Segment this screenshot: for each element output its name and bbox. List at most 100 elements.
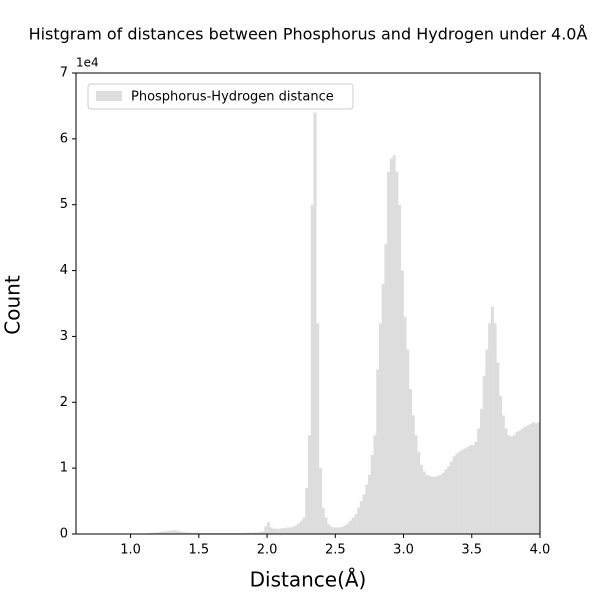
histogram-bar [332, 527, 336, 534]
histogram-bar [408, 389, 413, 534]
histogram-bar [275, 528, 279, 534]
histogram-bar [387, 171, 391, 535]
histogram-bar [512, 435, 516, 534]
y-tick-label: 5 [60, 197, 68, 212]
histogram-bar [509, 436, 514, 534]
histogram-bar [152, 532, 156, 534]
histogram-bar [430, 476, 434, 534]
histogram-bar [354, 514, 358, 534]
histogram-bar [425, 474, 429, 534]
histogram-bar [261, 531, 265, 534]
histogram-bar [384, 244, 388, 534]
histogram-bar [291, 526, 295, 534]
legend-swatch [96, 91, 122, 101]
histogram-bar [258, 532, 262, 534]
x-tick-label: 1.0 [120, 543, 141, 558]
histogram-bar [378, 323, 382, 534]
histogram-bar [357, 507, 361, 534]
histogram-bar [308, 435, 312, 534]
histogram-bar [419, 464, 423, 534]
chart-title: Histgram of distances between Phosphorus… [29, 25, 588, 44]
histogram-bar [250, 532, 254, 534]
x-tick-label: 4.0 [530, 543, 551, 558]
histogram-bar [253, 532, 257, 534]
histogram-bar [245, 532, 249, 534]
histogram-bar [523, 426, 527, 534]
histogram-bar [414, 435, 418, 534]
histogram-bar [185, 532, 189, 534]
histogram-bar [286, 527, 290, 534]
histogram-bar [321, 507, 325, 534]
histogram-bar [460, 449, 464, 534]
histogram-bar [365, 484, 369, 534]
histogram-bar [477, 428, 481, 534]
histogram-bar [507, 435, 511, 534]
histogram-bar [428, 476, 432, 534]
histogram-bar [297, 523, 301, 534]
histogram-bar [449, 461, 453, 534]
histogram-bar [496, 362, 500, 534]
y-tick-label: 1 [60, 461, 68, 476]
histogram-bar [452, 456, 456, 534]
histogram-bar [389, 158, 393, 534]
x-tick-label: 3.5 [461, 543, 482, 558]
histogram-bar [493, 323, 497, 534]
histogram-bar [417, 451, 421, 534]
y-tick-label: 7 [60, 66, 68, 81]
histogram-bar [163, 531, 167, 534]
x-axis-label: Distance(Å) [250, 568, 367, 592]
histogram-bar [518, 430, 522, 534]
histogram-bar [471, 445, 475, 534]
histogram-bar [520, 428, 524, 534]
histogram-bar [504, 428, 508, 534]
histogram-bar [160, 531, 164, 534]
histogram-bar [269, 527, 273, 534]
histogram-bar [299, 520, 303, 534]
x-tick-label: 2.0 [257, 543, 278, 558]
histogram-bar [463, 448, 467, 534]
histogram-bar [466, 447, 470, 534]
histogram-bar [171, 530, 175, 534]
histogram-bar [179, 531, 183, 534]
histogram-bar [193, 532, 197, 534]
histogram-bar [182, 532, 186, 534]
histogram-bar [283, 528, 287, 534]
plot-frame [75, 72, 541, 535]
histogram-bar [272, 528, 276, 534]
histogram-bar [373, 435, 377, 534]
histogram-bar [531, 422, 535, 534]
histogram-bar [318, 468, 322, 534]
histogram-bar [348, 520, 352, 534]
x-tick-label: 3.0 [393, 543, 414, 558]
histogram-bar [439, 474, 443, 534]
histogram-bar [534, 423, 538, 534]
histogram-bar [444, 469, 448, 534]
histogram-bar [479, 408, 483, 534]
histogram-bar [310, 204, 314, 534]
histogram-bar [277, 528, 282, 534]
histogram-bar [422, 471, 426, 534]
histogram-bar [247, 532, 251, 534]
histogram-bar [501, 415, 505, 534]
histogram-bar [485, 349, 489, 534]
legend-label: Phosphorus-Hydrogen distance [131, 90, 334, 105]
histogram-bar [340, 526, 344, 534]
histogram-bar [190, 532, 194, 534]
histogram-bar [166, 531, 170, 534]
histogram-bar [343, 525, 347, 534]
histogram-bar [537, 422, 541, 534]
histogram-bar [316, 323, 320, 534]
histogram-bar [362, 494, 366, 534]
histogram-bar [346, 523, 350, 534]
histogram-bar [400, 270, 404, 534]
x-tick-label: 2.5 [325, 543, 346, 558]
histogram-bar [376, 369, 380, 534]
histogram-bar [370, 454, 374, 534]
histogram-bar [406, 349, 410, 534]
histogram-bar [398, 204, 402, 534]
y-tick-label: 6 [60, 131, 68, 146]
histogram-bar [447, 466, 451, 534]
histogram-bar [433, 476, 437, 534]
y-offset-label: 1e4 [76, 56, 99, 70]
